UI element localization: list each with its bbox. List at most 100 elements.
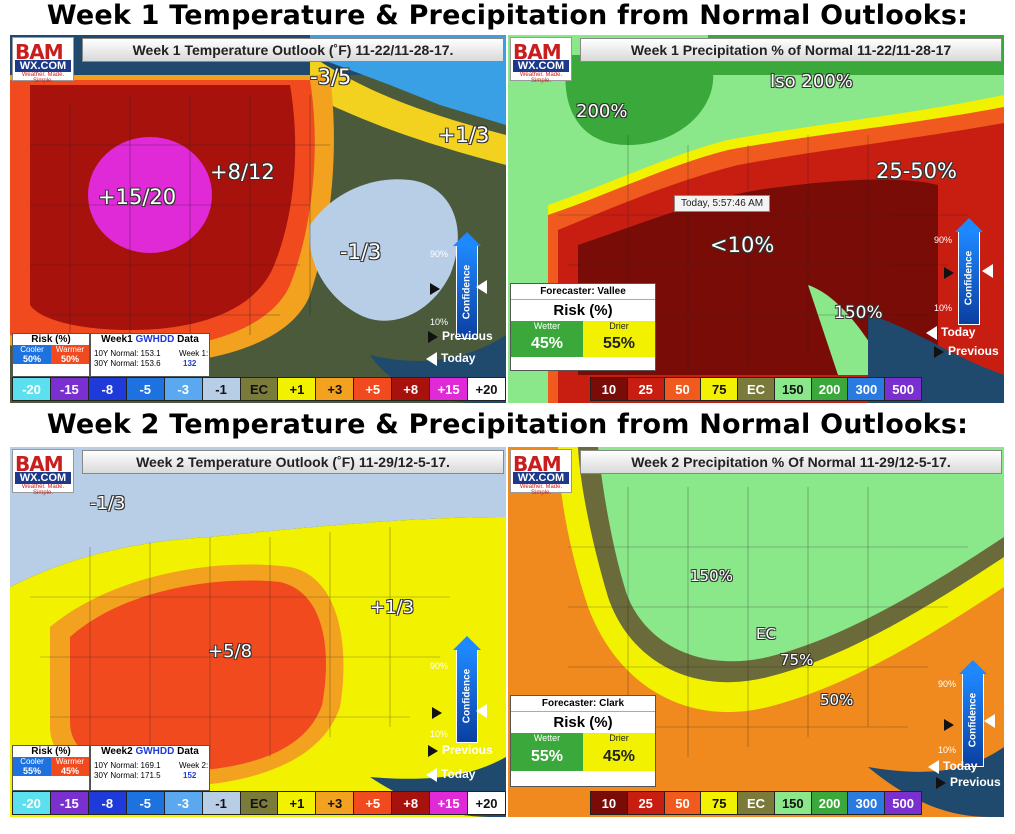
confidence-low: 10% [430,317,449,327]
previous-button[interactable]: Previous [936,775,1001,789]
temperature-legend: -20 -15 -8 -5 -3 -1 EC +1 +3 +5 +8 +15 +20 [12,377,506,401]
forecaster-label: Forecaster: Clark [511,696,655,712]
legend-swatch: +20 [468,792,505,814]
week2-temperature-title: Week 2 Temperature Outlook (˚F) 11-29/12… [82,450,504,474]
legend-swatch: -5 [126,792,165,814]
legend-swatch: 300 [848,792,886,814]
label-plus1-3: +1/3 [438,123,490,147]
week2-temperature-panel: Week 2 Temperature Outlook (˚F) 11-29/12… [10,447,506,817]
legend-swatch: -20 [13,792,51,814]
confidence-arrow: Confidence [453,232,481,339]
confidence-marker [944,265,958,279]
precipitation-legend: 10 25 50 75 EC 150 200 300 500 [590,791,922,815]
logo-tagline: Weather. Made. Simple. [519,484,563,496]
precipitation-legend: 10 25 50 75 EC 150 200 300 500 [590,377,922,401]
legend-swatch: +8 [392,792,431,814]
legend-swatch: -3 [164,792,203,814]
label-minus3-5: -3/5 [310,65,352,89]
temperature-legend: -20 -15 -8 -5 -3 -1 EC +1 +3 +5 +8 +15 +20 [12,791,506,815]
logo-tagline: Weather. Made. Simple. [21,72,65,84]
bamwx-logo: BAM WX.COM Weather. Made. Simple. [12,37,74,84]
legend-swatch: +1 [278,378,317,400]
confidence-today-marker [476,279,491,294]
previous-button[interactable]: Previous [428,329,493,343]
legend-swatch: +5 [354,378,393,400]
legend-swatch: 75 [701,792,739,814]
bamwx-logo: BAM WX.COM Weather. Made. Simple. [510,449,572,496]
confidence-low: 10% [938,745,957,755]
confidence-today-marker [984,713,999,728]
confidence-marker [430,281,444,295]
legend-swatch: 50 [664,792,702,814]
gwhdd-data-box: Week2 GWHDD Data 10Y Normal: 169.1 30Y N… [90,745,210,791]
legend-swatch: -15 [50,792,89,814]
previous-button[interactable]: Previous [934,344,999,358]
legend-swatch: 50 [664,378,702,400]
risk-box: Risk (%) Cooler Warmer 55% 45% [12,745,90,791]
legend-swatch: -20 [13,378,51,400]
legend-swatch: 25 [627,792,665,814]
confidence-arrow: Confidence [955,218,983,325]
risk-box: Forecaster: Clark Risk (%) Wetter Drier … [510,695,656,787]
week1-precipitation-panel: Week 1 Precipitation % of Normal 11-22/1… [508,35,1004,403]
legend-swatch: +15 [430,792,469,814]
today-button[interactable]: Today [926,325,975,340]
label-iso-200: Iso 200% [770,71,853,92]
logo-site: WX.COM [15,60,71,72]
legend-swatch: EC [738,378,775,400]
confidence-marker [432,705,446,719]
legend-swatch: 150 [774,792,812,814]
label-minus1-3: -1/3 [90,493,126,514]
risk-box: Forecaster: Vallee Risk (%) Wetter Drier… [510,283,656,371]
legend-swatch: +8 [392,378,431,400]
label-ec: EC [756,625,776,643]
label-75: 75% [780,651,814,669]
confidence-low: 10% [430,729,449,739]
today-button[interactable]: Today [426,767,475,782]
confidence-high: 90% [430,249,449,259]
logo-site: WX.COM [15,472,71,484]
week1-temperature-panel: Week 1 Temperature Outlook (˚F) 11-22/11… [10,35,506,403]
confidence-low: 10% [934,303,953,313]
today-button[interactable]: Today [426,351,475,366]
legend-swatch: EC [738,792,775,814]
legend-swatch: EC [240,792,279,814]
gwhdd-data-box: Week1 GWHDD Data 10Y Normal: 153.1 30Y N… [90,333,210,377]
legend-swatch: +3 [316,792,355,814]
week1-header: Week 1 Temperature & Precipitation from … [46,0,969,31]
legend-swatch: -1 [202,378,241,400]
label-plus1-3: +1/3 [370,597,415,618]
week1-precipitation-title: Week 1 Precipitation % of Normal 11-22/1… [580,38,1002,62]
label-plus15-20: +15/20 [98,185,177,209]
previous-button[interactable]: Previous [428,743,493,757]
week2-precipitation-panel: Week 2 Precipitation % Of Normal 11-29/1… [508,447,1004,817]
legend-swatch: -3 [164,378,203,400]
legend-swatch: 25 [627,378,665,400]
label-200: 200% [576,101,628,122]
label-less-10: <10% [710,233,775,257]
legend-swatch: -8 [88,792,127,814]
timestamp-tooltip: Today, 5:57:46 AM [674,195,771,212]
legend-swatch: -15 [50,378,89,400]
legend-swatch: 150 [774,378,812,400]
legend-swatch: EC [240,378,279,400]
bamwx-logo: BAM WX.COM Weather. Made. Simple. [510,37,572,84]
legend-swatch: +1 [278,792,317,814]
legend-swatch: 75 [701,378,739,400]
label-plus8-12: +8/12 [210,160,275,184]
confidence-high: 90% [938,679,957,689]
logo-site: WX.COM [513,60,569,72]
today-button[interactable]: Today [928,759,977,774]
legend-swatch: +20 [468,378,505,400]
legend-swatch: -8 [88,378,127,400]
logo-tagline: Weather. Made. Simple. [519,72,563,84]
legend-swatch: 10 [591,792,628,814]
risk-box: Risk (%) Cooler Warmer 50% 50% [12,333,90,377]
legend-swatch: +3 [316,378,355,400]
legend-swatch: 500 [885,792,922,814]
label-plus5-8: +5/8 [208,641,253,662]
confidence-high: 90% [934,235,953,245]
confidence-high: 90% [430,661,449,671]
label-minus1-3: -1/3 [340,240,382,264]
legend-swatch: -1 [202,792,241,814]
